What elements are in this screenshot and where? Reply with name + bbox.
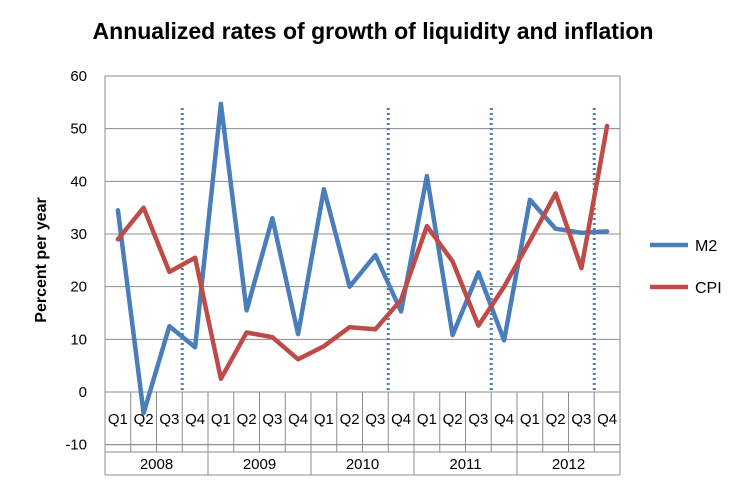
series-line-m2 (115, 101, 610, 416)
chart-title: Annualized rates of growth of liquidity … (92, 18, 654, 44)
year-label: 2008 (140, 456, 173, 473)
x-tick-label: Q1 (211, 411, 231, 428)
x-tick-label: Q4 (391, 411, 411, 428)
y-tick-label: 50 (70, 121, 87, 138)
year-label: 2009 (243, 456, 276, 473)
x-tick-label: Q4 (288, 411, 308, 428)
y-tick-label: 10 (70, 331, 87, 348)
x-tick-label: Q2 (546, 411, 566, 428)
x-tick-label: Q3 (571, 411, 591, 428)
y-tick-label: 40 (70, 173, 87, 190)
x-tick-label: Q2 (340, 411, 360, 428)
x-tick-label: Q1 (314, 411, 334, 428)
x-tick-label: Q1 (417, 411, 437, 428)
year-label: 2012 (552, 456, 585, 473)
y-tick-label: 60 (70, 68, 87, 85)
series-line-cpi (115, 123, 610, 382)
x-tick-label: Q4 (185, 411, 205, 428)
x-tick-label: Q2 (134, 411, 154, 428)
x-tick-label: Q3 (365, 411, 385, 428)
x-tick-label: Q3 (159, 411, 179, 428)
legend-label-m2: M2 (695, 238, 717, 255)
y-tick-label: -10 (65, 437, 87, 454)
y-tick-label: 0 (79, 384, 87, 401)
x-tick-label: Q1 (520, 411, 540, 428)
x-tick-label: Q3 (468, 411, 488, 428)
x-tick-label: Q1 (108, 411, 128, 428)
x-tick-label: Q4 (494, 411, 514, 428)
year-label: 2010 (346, 456, 379, 473)
y-tick-label: 20 (70, 279, 87, 296)
x-tick-label: Q2 (237, 411, 257, 428)
y-tick-label: 30 (70, 226, 87, 243)
x-tick-label: Q2 (443, 411, 463, 428)
year-label: 2011 (449, 456, 481, 473)
legend-label-cpi: CPI (695, 280, 722, 297)
x-tick-label: Q4 (597, 411, 617, 428)
y-axis-title: Percent per year (33, 197, 50, 322)
x-tick-label: Q3 (262, 411, 282, 428)
